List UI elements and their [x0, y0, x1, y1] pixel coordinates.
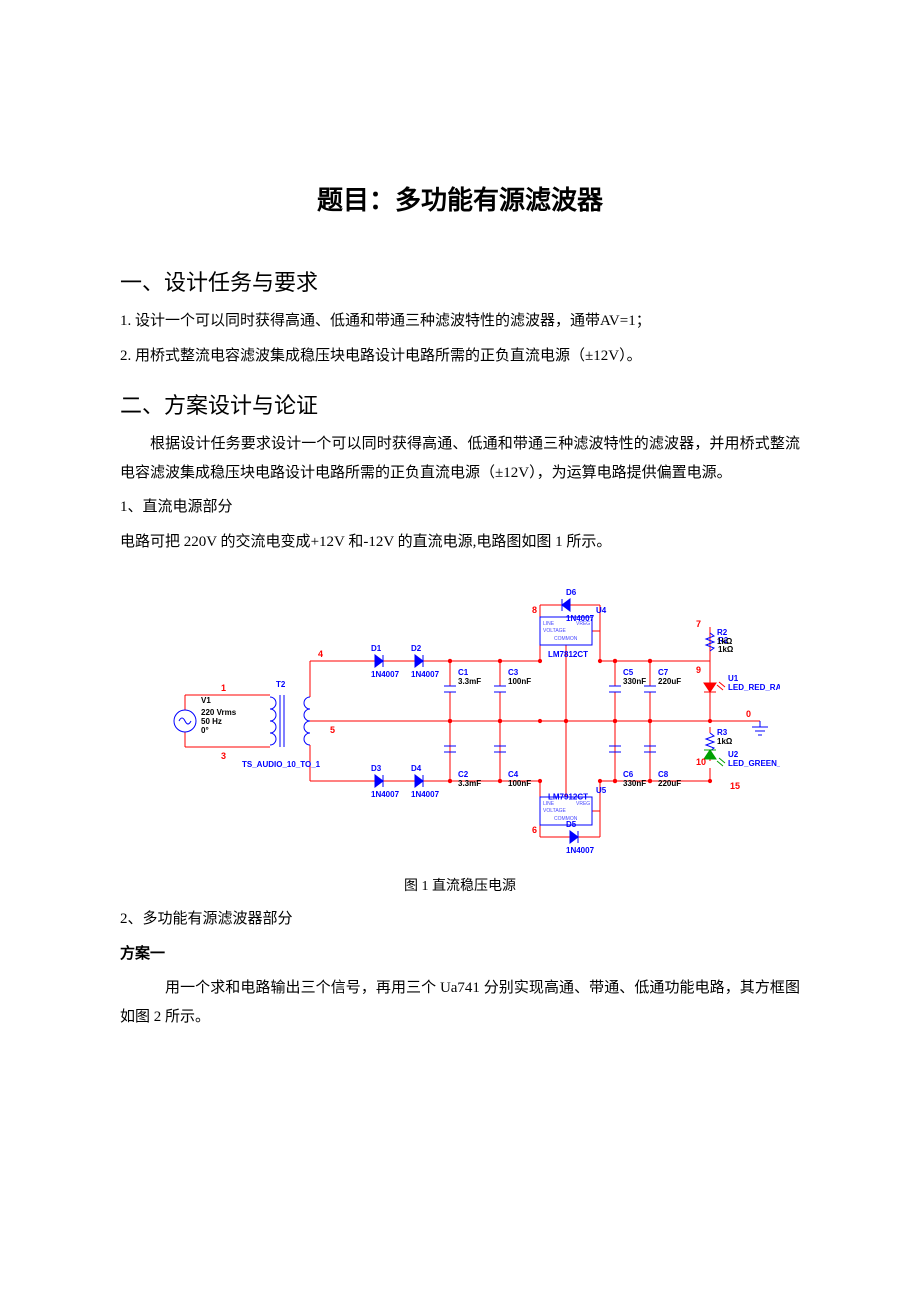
svg-text:T2: T2 [276, 680, 286, 689]
svg-text:1N4007: 1N4007 [411, 790, 440, 799]
svg-text:1: 1 [221, 683, 226, 693]
svg-text:100nF: 100nF [508, 779, 531, 788]
svg-text:1kΩ: 1kΩ [717, 737, 733, 746]
sub2-title: 2、多功能有源滤波器部分 [120, 905, 800, 934]
section1-heading: 一、设计任务与要求 [120, 265, 800, 297]
svg-text:C8: C8 [658, 770, 669, 779]
svg-text:D4: D4 [411, 764, 422, 773]
svg-text:C6: C6 [623, 770, 634, 779]
requirement-1: 1. 设计一个可以同时获得高通、低通和带通三种滤波特性的滤波器，通带AV=1； [120, 307, 800, 336]
svg-text:330nF: 330nF [623, 677, 646, 686]
svg-text:V1: V1 [201, 696, 211, 705]
svg-text:220uF: 220uF [658, 779, 681, 788]
svg-text:R2: R2 [717, 628, 728, 637]
svg-text:LINE: LINE [543, 801, 555, 807]
page: 题目：多功能有源滤波器 一、设计任务与要求 1. 设计一个可以同时获得高通、低通… [0, 0, 920, 1097]
svg-text:TS_AUDIO_10_TO_1: TS_AUDIO_10_TO_1 [242, 760, 321, 769]
svg-text:C4: C4 [508, 770, 519, 779]
svg-text:D2: D2 [411, 644, 422, 653]
svg-text:1kΩ: 1kΩ [717, 637, 733, 646]
svg-text:VOLTAGE: VOLTAGE [543, 808, 567, 814]
scheme1-label: 方案一 [120, 940, 800, 969]
svg-text:1N4007: 1N4007 [566, 846, 595, 855]
svg-text:6: 6 [532, 825, 537, 835]
svg-text:U4: U4 [596, 606, 607, 615]
svg-text:220 Vrms: 220 Vrms [201, 708, 237, 717]
svg-text:1N4007: 1N4007 [566, 614, 595, 623]
svg-text:4: 4 [318, 649, 323, 659]
svg-text:8: 8 [532, 605, 537, 615]
svg-text:1N4007: 1N4007 [371, 790, 400, 799]
schematic-svg: V1 220 Vrms50 Hz0° 1 3 T2 TS_AUDIO_10_TO_1 4 5 D… [140, 566, 780, 866]
svg-text:LM7812CT: LM7812CT [548, 650, 588, 659]
svg-text:0°: 0° [201, 726, 209, 735]
svg-text:R3: R3 [717, 728, 728, 737]
svg-text:C7: C7 [658, 668, 669, 677]
svg-text:U2: U2 [728, 750, 739, 759]
design-intro: 根据设计任务要求设计一个可以同时获得高通、低通和带通三种滤波特性的滤波器，并用桥… [120, 430, 800, 487]
svg-text:C3: C3 [508, 668, 519, 677]
svg-text:U1: U1 [728, 674, 739, 683]
requirement-2: 2. 用桥式整流电容滤波集成稳压块电路设计电路所需的正负直流电源（±12V）。 [120, 342, 800, 371]
doc-title: 题目：多功能有源滤波器 [120, 180, 800, 217]
svg-text:D6: D6 [566, 588, 577, 597]
svg-text:50 Hz: 50 Hz [201, 717, 222, 726]
svg-text:10: 10 [696, 757, 706, 767]
svg-text:9: 9 [696, 665, 701, 675]
figure-1-caption: 图 1 直流稳压电源 [120, 875, 800, 895]
svg-text:330nF: 330nF [623, 779, 646, 788]
svg-text:LINE: LINE [543, 621, 555, 627]
sub1-body: 电路可把 220V 的交流电变成+12V 和-12V 的直流电源,电路图如图 1… [120, 528, 800, 557]
svg-text:C1: C1 [458, 668, 469, 677]
svg-text:0: 0 [746, 709, 751, 719]
sub1-title: 1、直流电源部分 [120, 493, 800, 522]
svg-text:COMMON: COMMON [554, 636, 578, 642]
section2-heading: 二、方案设计与论证 [120, 388, 800, 420]
svg-text:U5: U5 [596, 786, 607, 795]
scheme1-body: 用一个求和电路输出三个信号，再用三个 Ua741 分别实现高通、带通、低通功能电… [120, 974, 800, 1031]
svg-text:220uF: 220uF [658, 677, 681, 686]
svg-text:LED_RED_RATED: LED_RED_RATED [728, 683, 780, 692]
figure-1-schematic: V1 220 Vrms50 Hz0° 1 3 T2 TS_AUDIO_10_TO_1 4 5 D… [140, 566, 780, 871]
svg-text:3.3mF: 3.3mF [458, 677, 481, 686]
svg-text:LED_GREEN_RATED: LED_GREEN_RATED [728, 759, 780, 768]
svg-text:VREG: VREG [576, 801, 590, 807]
svg-text:C5: C5 [623, 668, 634, 677]
svg-text:C2: C2 [458, 770, 469, 779]
svg-text:7: 7 [696, 619, 701, 629]
svg-text:VOLTAGE: VOLTAGE [543, 628, 567, 634]
svg-text:D3: D3 [371, 764, 382, 773]
svg-text:5: 5 [330, 725, 335, 735]
svg-text:3: 3 [221, 751, 226, 761]
svg-text:1kΩ: 1kΩ [718, 645, 734, 654]
svg-text:1N4007: 1N4007 [371, 670, 400, 679]
svg-text:1N4007: 1N4007 [411, 670, 440, 679]
svg-text:3.3mF: 3.3mF [458, 779, 481, 788]
svg-text:D5: D5 [566, 820, 577, 829]
svg-text:15: 15 [730, 781, 740, 791]
svg-text:100nF: 100nF [508, 677, 531, 686]
svg-text:D1: D1 [371, 644, 382, 653]
